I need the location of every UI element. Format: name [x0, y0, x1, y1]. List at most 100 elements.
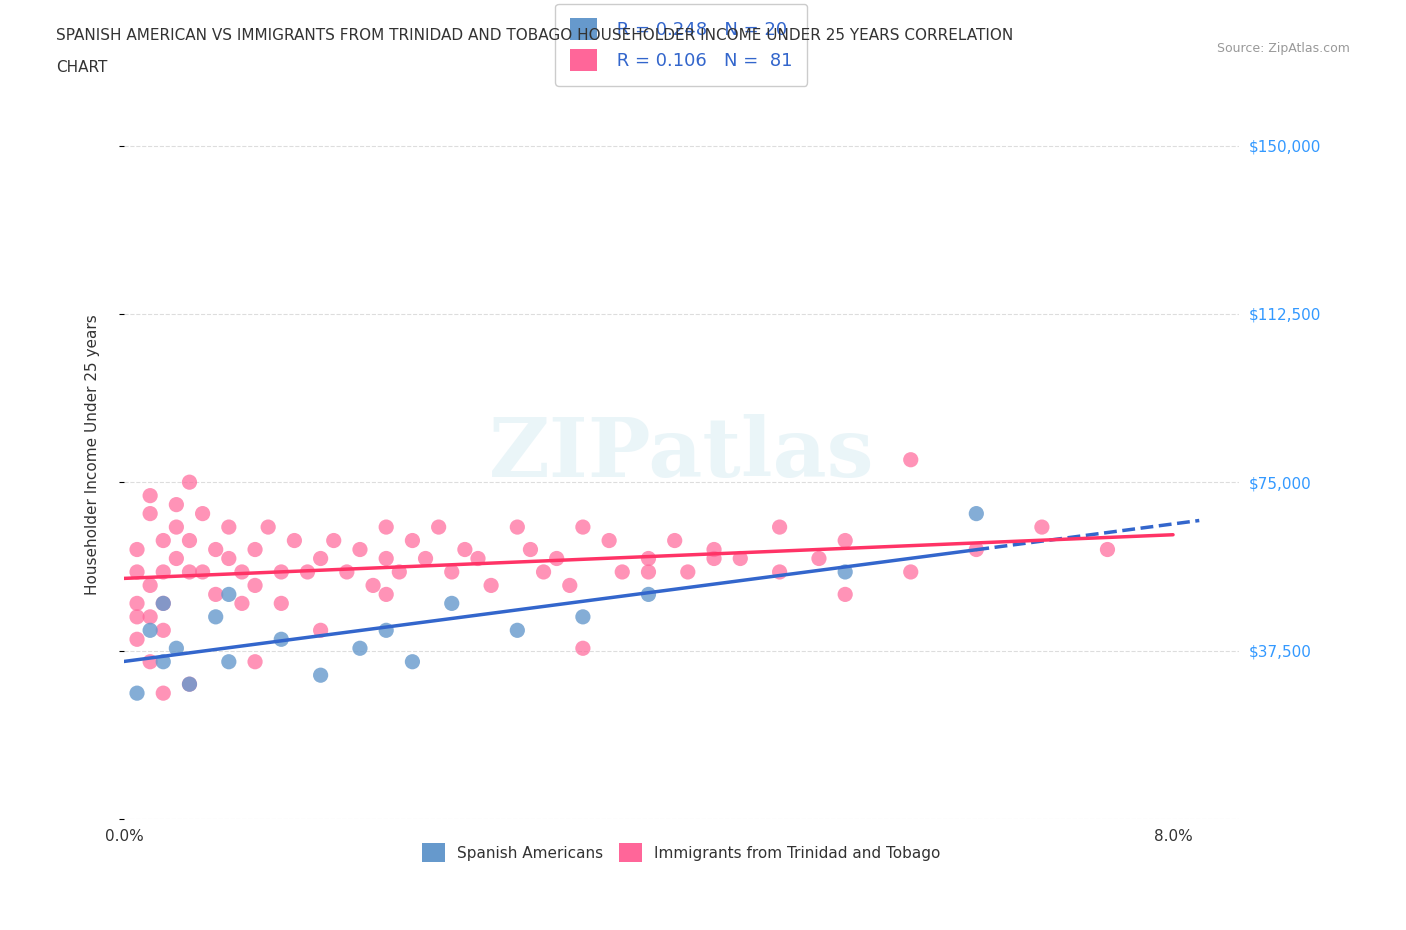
Point [152, 623, 174, 638]
Point [479, 578, 502, 592]
Point [533, 565, 555, 579]
Point [152, 565, 174, 579]
Point [179, 474, 201, 489]
Point [243, 542, 266, 557]
Point [1097, 542, 1119, 557]
Point [165, 641, 187, 656]
Point [427, 520, 450, 535]
Point [361, 578, 384, 592]
Point [558, 578, 581, 592]
Point [637, 587, 659, 602]
Point [900, 565, 922, 579]
Point [834, 565, 856, 579]
Point [1031, 520, 1053, 535]
Point [467, 551, 489, 566]
Point [664, 533, 686, 548]
Point [309, 551, 332, 566]
Point [204, 542, 226, 557]
Y-axis label: Householder Income Under 25 years: Householder Income Under 25 years [86, 313, 100, 594]
Point [191, 506, 214, 521]
Point [375, 551, 398, 566]
Text: CHART: CHART [56, 60, 108, 75]
Point [139, 488, 162, 503]
Point [243, 655, 266, 670]
Point [637, 551, 659, 566]
Point [270, 631, 292, 646]
Point [231, 596, 253, 611]
Point [309, 623, 332, 638]
Point [807, 551, 830, 566]
Point [204, 587, 226, 602]
Point [125, 596, 148, 611]
Point [309, 668, 332, 683]
Point [125, 609, 148, 624]
Point [152, 685, 174, 700]
Point [703, 542, 725, 557]
Point [322, 533, 344, 548]
Point [179, 533, 201, 548]
Point [965, 542, 987, 557]
Point [179, 565, 201, 579]
Point [283, 533, 305, 548]
Point [388, 565, 411, 579]
Point [768, 520, 790, 535]
Point [152, 596, 174, 611]
Point [506, 520, 529, 535]
Point [139, 578, 162, 592]
Point [125, 542, 148, 557]
Point [152, 655, 174, 670]
Point [375, 520, 398, 535]
Point [165, 498, 187, 512]
Point [243, 578, 266, 592]
Point [349, 641, 371, 656]
Point [519, 542, 541, 557]
Point [572, 641, 595, 656]
Point [440, 596, 463, 611]
Text: ZIPatlas: ZIPatlas [488, 414, 875, 494]
Point [165, 551, 187, 566]
Point [179, 677, 201, 692]
Point [218, 520, 240, 535]
Point [218, 587, 240, 602]
Point [965, 506, 987, 521]
Point [191, 565, 214, 579]
Point [165, 520, 187, 535]
Point [440, 565, 463, 579]
Point [336, 565, 359, 579]
Point [231, 565, 253, 579]
Point [349, 542, 371, 557]
Point [152, 533, 174, 548]
Point [572, 520, 595, 535]
Point [375, 587, 398, 602]
Point [454, 542, 477, 557]
Point [297, 565, 319, 579]
Point [415, 551, 437, 566]
Point [125, 631, 148, 646]
Point [401, 655, 423, 670]
Point [139, 623, 162, 638]
Point [834, 533, 856, 548]
Text: Source: ZipAtlas.com: Source: ZipAtlas.com [1216, 42, 1350, 55]
Point [152, 596, 174, 611]
Point [401, 533, 423, 548]
Point [598, 533, 620, 548]
Point [546, 551, 568, 566]
Point [218, 655, 240, 670]
Point [637, 565, 659, 579]
Legend: Spanish Americans, Immigrants from Trinidad and Tobago: Spanish Americans, Immigrants from Trini… [415, 836, 948, 870]
Point [572, 609, 595, 624]
Point [612, 565, 634, 579]
Point [703, 551, 725, 566]
Point [257, 520, 280, 535]
Point [270, 596, 292, 611]
Point [506, 623, 529, 638]
Point [179, 677, 201, 692]
Point [676, 565, 699, 579]
Text: SPANISH AMERICAN VS IMMIGRANTS FROM TRINIDAD AND TOBAGO HOUSEHOLDER INCOME UNDER: SPANISH AMERICAN VS IMMIGRANTS FROM TRIN… [56, 28, 1014, 43]
Point [730, 551, 752, 566]
Point [125, 685, 148, 700]
Point [125, 565, 148, 579]
Point [139, 655, 162, 670]
Point [768, 565, 790, 579]
Point [375, 623, 398, 638]
